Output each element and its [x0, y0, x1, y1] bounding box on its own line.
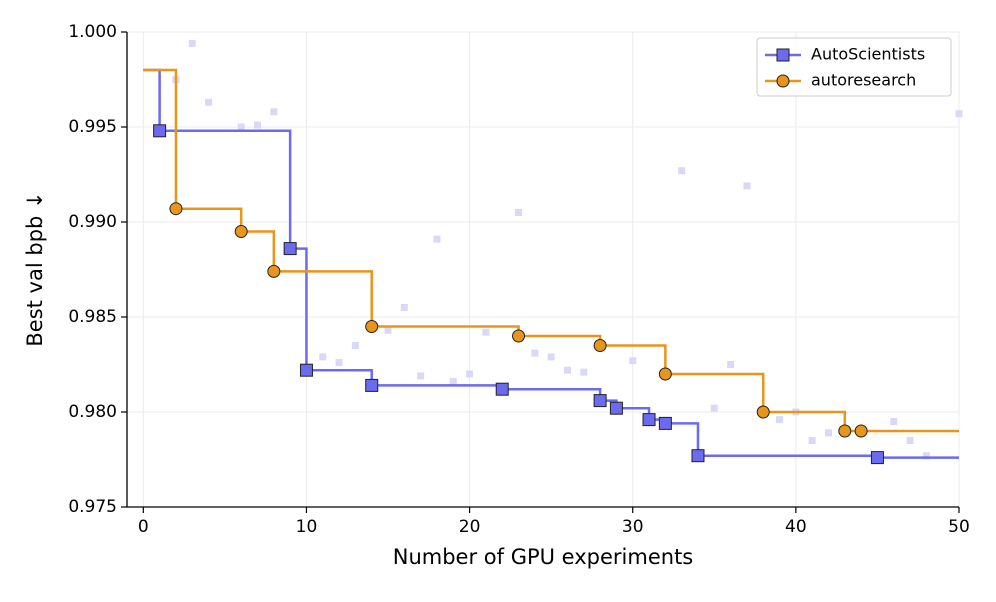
trial-point — [482, 328, 490, 336]
marker — [169, 202, 183, 216]
trial-point — [580, 368, 588, 376]
x-axis-label: Number of GPU experiments — [393, 545, 694, 569]
trial-point — [563, 366, 571, 374]
trial-point — [270, 108, 278, 116]
marker — [642, 413, 656, 427]
trial-point — [205, 98, 213, 106]
trial-point — [710, 404, 718, 412]
marker — [267, 264, 281, 278]
step-line — [143, 68, 959, 459]
marker — [365, 378, 379, 392]
trial-point — [547, 353, 555, 361]
marker — [234, 225, 248, 238]
legend-box — [756, 37, 952, 97]
trial-point — [824, 429, 832, 437]
marker — [776, 48, 790, 62]
legend-label: autoresearch — [811, 71, 916, 90]
x-tick-label: 10 — [296, 517, 318, 537]
trial-point — [906, 437, 914, 444]
trial-point — [890, 418, 898, 425]
x-tick-label: 0 — [138, 517, 149, 537]
trial-point — [515, 209, 523, 216]
marker — [593, 339, 607, 352]
marker — [658, 416, 672, 430]
marker — [365, 320, 379, 333]
x-tick-label: 20 — [459, 517, 481, 537]
trial-point — [808, 437, 816, 444]
trial-point — [743, 182, 751, 190]
trial-point — [237, 123, 245, 131]
y-tick-label: 0.995 — [68, 117, 117, 137]
y-tick-label: 1.000 — [68, 22, 117, 42]
trial-point — [254, 121, 262, 129]
marker — [609, 401, 623, 415]
trial-point — [449, 378, 457, 386]
y-tick-label: 0.975 — [68, 497, 117, 517]
trial-point — [727, 361, 735, 368]
trial-point — [955, 110, 963, 118]
marker — [512, 329, 526, 343]
marker — [854, 424, 868, 438]
trial-point — [417, 372, 425, 380]
trial-point — [531, 349, 539, 357]
trial-point — [776, 416, 784, 424]
trial-point — [629, 357, 637, 365]
marker — [691, 449, 705, 463]
marker — [283, 242, 297, 256]
marker — [838, 424, 852, 438]
marker — [870, 451, 884, 465]
trial-point — [678, 167, 686, 175]
legend-label: AutoScientists — [811, 45, 925, 64]
marker — [593, 394, 607, 408]
marker — [495, 382, 509, 396]
x-tick-label: 50 — [948, 517, 970, 537]
trial-point — [335, 359, 343, 367]
trial-point — [433, 235, 441, 243]
marker — [776, 74, 790, 88]
trial-point — [188, 39, 196, 47]
y-tick-label: 0.985 — [68, 307, 117, 327]
trial-point — [466, 370, 474, 378]
trial-point — [400, 304, 408, 311]
x-tick-label: 30 — [622, 517, 644, 537]
trial-point — [384, 326, 392, 334]
legend: AutoScientists autoresearch — [756, 37, 952, 97]
trial-point — [922, 452, 930, 460]
marker — [658, 367, 672, 381]
marker — [299, 363, 313, 377]
trial-point — [351, 342, 359, 349]
marker — [153, 124, 167, 138]
step-line — [143, 68, 959, 433]
y-axis-label: Best val bpb ↓ — [23, 191, 47, 346]
marker — [756, 405, 770, 419]
y-tick-label: 0.990 — [68, 212, 117, 232]
trial-point — [319, 353, 327, 361]
y-tick-label: 0.980 — [68, 402, 117, 422]
x-tick-label: 40 — [785, 517, 807, 537]
